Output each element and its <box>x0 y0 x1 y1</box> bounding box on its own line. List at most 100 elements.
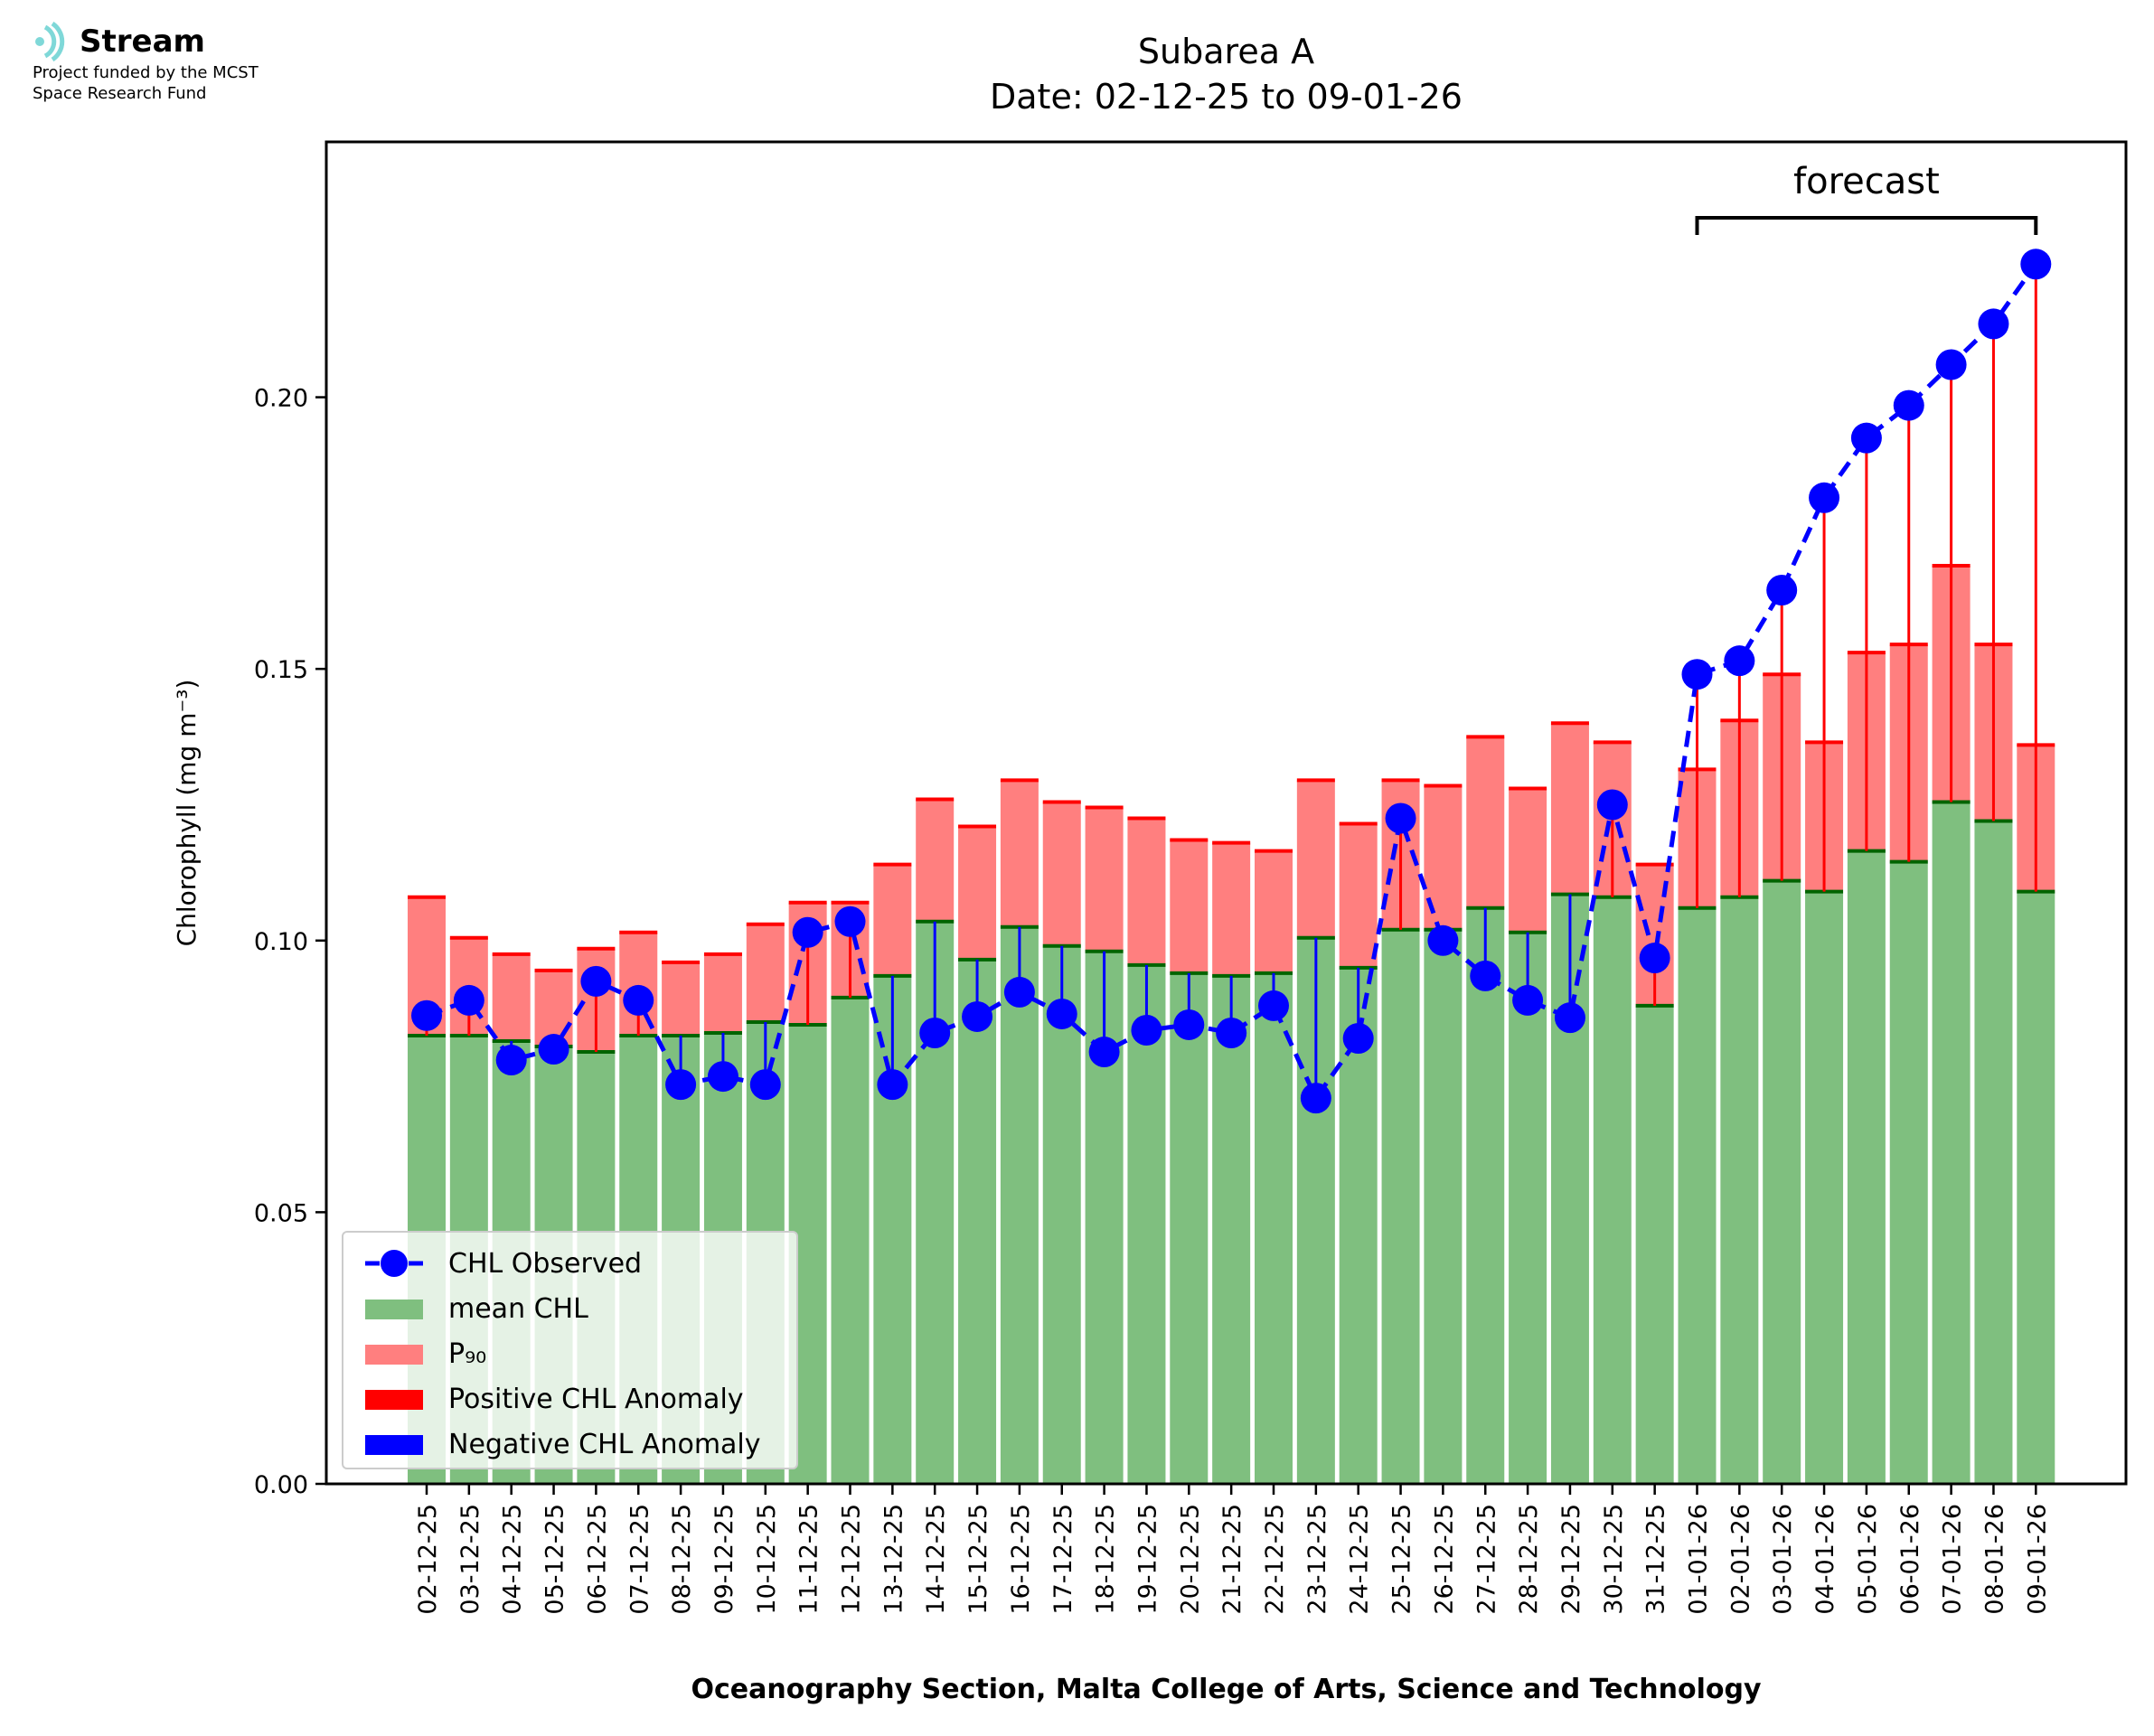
legend-item-negative: Negative CHL Anomaly <box>354 1424 761 1464</box>
mean-bar <box>1212 975 1251 1484</box>
x-tick-label: 13-12-25 <box>879 1504 908 1615</box>
p90-bar <box>1339 823 1378 968</box>
observed-point <box>1809 482 1840 513</box>
observed-point <box>1893 389 1924 421</box>
p90-bar <box>1212 842 1251 976</box>
observed-point <box>749 1069 781 1101</box>
observed-point <box>411 999 442 1031</box>
x-tick-label: 14-12-25 <box>922 1504 950 1615</box>
x-tick-label: 05-12-25 <box>541 1504 569 1615</box>
observed-point <box>538 1034 569 1065</box>
x-tick-label: 04-01-26 <box>1811 1504 1839 1615</box>
p90-bar <box>958 826 997 960</box>
x-tick-label: 20-12-25 <box>1176 1504 1204 1615</box>
legend-label-negative: Negative CHL Anomaly <box>448 1428 761 1460</box>
legend-positive-swatch <box>354 1379 427 1419</box>
observed-point <box>1427 924 1459 956</box>
x-tick-label: 26-12-25 <box>1430 1504 1458 1615</box>
p90-bar <box>916 799 955 922</box>
legend-label-p90: P₉₀ <box>448 1337 487 1370</box>
x-tick-label: 22-12-25 <box>1261 1504 1289 1615</box>
observed-point <box>1766 575 1798 606</box>
p90-bar <box>1085 807 1124 952</box>
observed-point <box>1216 1017 1247 1048</box>
observed-point <box>1681 659 1713 690</box>
mean-bar <box>1635 1005 1674 1484</box>
p90-bar <box>534 970 573 1047</box>
x-tick-label: 03-01-26 <box>1769 1504 1797 1615</box>
legend-item-p90: P₉₀ <box>354 1334 486 1374</box>
mean-bar <box>1720 896 1759 1484</box>
x-tick-label: 31-12-25 <box>1642 1504 1670 1615</box>
observed-point <box>1470 960 1501 991</box>
x-tick-label: 09-12-25 <box>710 1504 738 1615</box>
x-tick-label: 01-01-26 <box>1685 1504 1713 1615</box>
logo-text: Stream <box>80 23 205 60</box>
observed-point <box>1512 984 1544 1016</box>
x-tick-label: 30-12-25 <box>1600 1504 1628 1615</box>
observed-point <box>453 984 484 1016</box>
mean-bar <box>1763 880 1801 1484</box>
p90-bar <box>703 953 742 1033</box>
stream-logo-icon <box>35 22 65 61</box>
x-tick-label: 04-12-25 <box>499 1504 527 1615</box>
mean-bar <box>1255 972 1293 1484</box>
x-tick-label: 06-01-26 <box>1896 1504 1924 1615</box>
legend-p90-swatch <box>354 1334 427 1374</box>
x-tick-label: 06-12-25 <box>583 1504 611 1615</box>
x-tick-label: 17-12-25 <box>1049 1504 1077 1615</box>
funded-line-1: Project funded by the MCST <box>33 63 259 82</box>
mean-bar <box>1424 929 1463 1484</box>
observed-point <box>1173 1009 1205 1040</box>
y-tick-label: 0.05 <box>254 1199 308 1227</box>
observed-point <box>1046 998 1077 1029</box>
x-tick-label: 05-01-26 <box>1854 1504 1882 1615</box>
x-tick-label: 24-12-25 <box>1346 1504 1374 1615</box>
chart-title: Subarea A <box>1137 32 1315 71</box>
x-tick-label: 11-12-25 <box>795 1504 823 1615</box>
p90-bar <box>1550 723 1589 895</box>
y-axis-label: Chlorophyll (mg m⁻³) <box>172 680 202 947</box>
p90-bar <box>1042 802 1081 946</box>
x-tick-label: 23-12-25 <box>1303 1504 1331 1615</box>
p90-bar <box>1255 850 1293 973</box>
p90-bar <box>1000 780 1039 927</box>
mean-bar <box>1805 891 1844 1484</box>
observed-point <box>2020 249 2052 280</box>
mean-bar <box>1381 929 1420 1484</box>
funded-line-2: Space Research Fund <box>33 84 207 103</box>
observed-point <box>792 916 823 948</box>
observed-point <box>1342 1023 1374 1055</box>
forecast-label: forecast <box>1793 161 1940 202</box>
x-tick-label: 27-12-25 <box>1472 1504 1500 1615</box>
observed-point <box>1724 645 1755 677</box>
observed-point <box>1935 349 1967 380</box>
chart-subtitle: Date: 02-12-25 to 09-01-26 <box>990 77 1463 117</box>
observed-point <box>1978 308 2009 340</box>
x-tick-label: 02-12-25 <box>414 1504 442 1615</box>
observed-point <box>495 1045 527 1076</box>
legend-mean-swatch <box>354 1289 427 1328</box>
p90-bar <box>746 924 785 1022</box>
x-tick-label: 29-12-25 <box>1557 1504 1585 1615</box>
x-tick-label: 07-01-26 <box>1939 1504 1967 1615</box>
mean-bar <box>1847 850 1886 1484</box>
observed-point <box>877 1069 908 1101</box>
mean-bar <box>1678 907 1717 1484</box>
legend-item-mean: mean CHL <box>354 1289 588 1328</box>
mean-bar <box>1466 907 1505 1484</box>
x-tick-label: 07-12-25 <box>626 1504 654 1615</box>
y-tick-label: 0.15 <box>254 656 308 684</box>
mean-bar <box>1042 945 1081 1484</box>
p90-bar <box>1509 788 1547 933</box>
observed-point <box>1131 1014 1162 1046</box>
observed-point <box>580 965 612 997</box>
mean-bar <box>1889 861 1928 1484</box>
observed-point <box>1554 1002 1585 1034</box>
observed-point <box>623 984 654 1016</box>
observed-point <box>962 1000 993 1032</box>
x-tick-label: 15-12-25 <box>964 1504 992 1615</box>
observed-point <box>1088 1037 1120 1068</box>
x-tick-label: 08-01-26 <box>1980 1504 2008 1615</box>
